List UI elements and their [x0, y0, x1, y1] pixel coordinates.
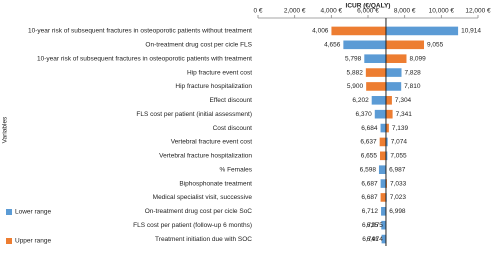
- value-label: 7,055: [390, 153, 407, 160]
- category-label: % Females: [219, 166, 252, 173]
- bar: [380, 151, 386, 161]
- bar: [385, 40, 425, 50]
- category-label: Treatment initiation due with SOC: [155, 236, 252, 243]
- value-label: 6,741: [362, 236, 379, 243]
- bar: [364, 54, 386, 63]
- value-label: 6,975: [367, 222, 384, 229]
- x-tick-label: 6,000 €: [357, 8, 379, 15]
- bar: [343, 40, 386, 50]
- legend-swatch: [6, 238, 12, 244]
- bar: [385, 151, 388, 161]
- value-label: 7,810: [404, 83, 421, 90]
- value-label: 6,684: [361, 125, 378, 132]
- value-label: 6,987: [389, 166, 406, 173]
- category-label: Vertebral fracture hospitalization: [159, 153, 252, 160]
- value-label: 7,341: [396, 111, 413, 118]
- bar: [374, 109, 386, 119]
- bar: [381, 220, 386, 230]
- bar: [385, 96, 392, 105]
- category-label: 10-year risk of subsequent fractures in …: [37, 55, 252, 62]
- value-label: 6,974: [367, 236, 384, 243]
- value-label: 9,055: [427, 42, 444, 49]
- value-label: 6,370: [356, 111, 373, 118]
- category-label: Cost discount: [213, 125, 253, 132]
- category-label: FLS cost per patient (initial assessment…: [136, 111, 252, 118]
- category-label: FLS cost per patient (follow-up 6 months…: [133, 222, 252, 229]
- value-label: 6,687: [361, 180, 378, 187]
- category-label: 10-year risk of subsequent fractures in …: [28, 28, 252, 35]
- value-label: 6,998: [389, 208, 406, 215]
- value-label: 4,656: [324, 42, 341, 49]
- value-label: 5,798: [345, 55, 362, 62]
- bar: [385, 137, 388, 147]
- bar: [385, 68, 402, 77]
- legend-label: Lower range: [15, 209, 52, 216]
- y-axis-title: Variables: [2, 116, 9, 143]
- bar: [366, 82, 386, 91]
- value-label: 7,033: [390, 180, 407, 187]
- category-label: Hip fracture hospitalization: [175, 83, 252, 90]
- x-tick-label: 4,000 €: [320, 8, 342, 15]
- x-tick-label: 8,000 €: [394, 8, 416, 15]
- x-tick-label: 12,000 €: [465, 8, 491, 15]
- category-label: Medical specialist visit, successive: [153, 194, 253, 201]
- value-label: 6,637: [360, 139, 377, 146]
- value-label: 7,304: [395, 97, 412, 104]
- bar: [385, 123, 389, 133]
- category-label: Biphosphonate treatment: [179, 180, 252, 187]
- value-label: 6,598: [360, 166, 377, 173]
- value-label: 7,074: [391, 139, 408, 146]
- category-label: On-treatment drug cost per cicle SoC: [145, 208, 253, 215]
- value-label: 4,006: [312, 28, 329, 35]
- bar: [385, 54, 407, 63]
- value-label: 6,712: [362, 208, 379, 215]
- bar: [380, 193, 386, 202]
- value-label: 6,655: [361, 153, 378, 160]
- bar: [385, 82, 402, 91]
- value-label: 8,099: [409, 55, 426, 62]
- value-label: 7,828: [405, 69, 422, 76]
- x-tick-label: 2,000 €: [284, 8, 306, 15]
- category-label: Effect discount: [209, 97, 252, 104]
- bar: [385, 26, 459, 36]
- value-label: 7,023: [390, 194, 407, 201]
- bar: [385, 109, 393, 119]
- bar: [379, 137, 386, 147]
- category-label: On-treatment drug cost per cicle FLS: [145, 42, 252, 49]
- category-label: Vertebral fracture event cost: [171, 139, 252, 146]
- value-label: 6,725: [362, 222, 379, 229]
- bar: [380, 123, 386, 133]
- value-label: 6,202: [352, 97, 369, 104]
- bar: [331, 26, 386, 36]
- category-label: Hip fracture event cost: [187, 69, 252, 76]
- x-tick-label: 10,000 €: [429, 8, 455, 15]
- value-label: 6,687: [361, 194, 378, 201]
- value-label: 5,882: [347, 69, 364, 76]
- bar: [381, 234, 386, 244]
- bar: [371, 96, 386, 105]
- bar: [365, 68, 386, 77]
- chart-title: ICUR (€/QALY): [346, 3, 391, 10]
- bar: [381, 207, 386, 216]
- value-label: 7,139: [392, 125, 409, 132]
- value-label: 5,900: [347, 83, 364, 90]
- legend-swatch: [6, 209, 12, 215]
- x-tick-label: 0 €: [253, 8, 262, 15]
- legend-label: Upper range: [15, 238, 52, 245]
- value-label: 10,914: [461, 28, 481, 35]
- bar: [380, 179, 386, 188]
- bar: [378, 165, 386, 174]
